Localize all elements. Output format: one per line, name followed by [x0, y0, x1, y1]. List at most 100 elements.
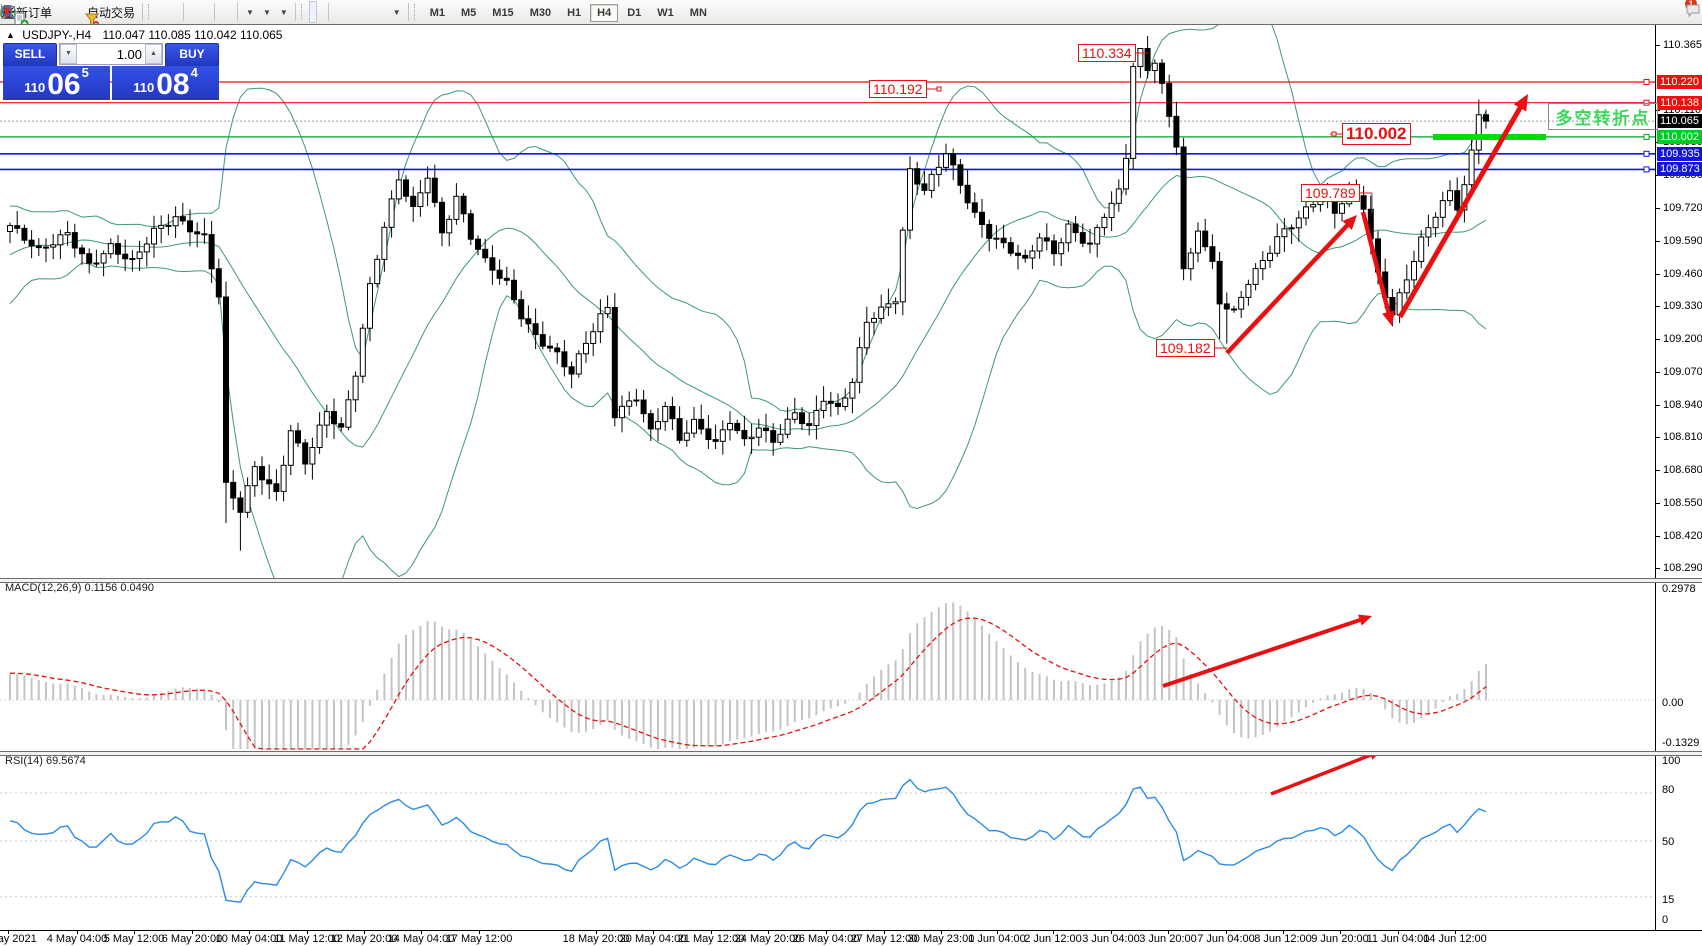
price-level-badge: 110.002: [1657, 129, 1702, 144]
timeframe-M15[interactable]: M15: [492, 7, 514, 19]
chart-title: ▲ USDJPY-,H4 110.047 110.085 110.042 110…: [6, 28, 282, 42]
timeframe-W1[interactable]: W1: [657, 7, 674, 19]
cursor-tool[interactable]: [4, 1, 317, 23]
x-axis-label: 3 May 2021: [0, 933, 37, 945]
community-icon[interactable]: [1, 1, 72, 23]
y-axis-label: 109.330: [1663, 300, 1702, 313]
x-axis-label: 11 May 12:00: [274, 933, 340, 945]
pane-separator[interactable]: [0, 751, 1702, 756]
x-axis-label: 11 Jun 04:00: [1366, 933, 1430, 945]
search-icon[interactable]: [1, 1, 1678, 23]
price-callout-label: 109.789: [1301, 184, 1360, 202]
y-axis-label: 108.680: [1663, 464, 1702, 477]
x-axis-label: 10 May 04:00: [215, 933, 283, 945]
volume-input[interactable]: [77, 44, 145, 64]
buy-price[interactable]: 110 08 4: [112, 66, 219, 100]
text-tool[interactable]: A: [4, 1, 380, 23]
toolbar-grip: [300, 4, 306, 20]
sell-price[interactable]: 110 06 5: [3, 66, 110, 100]
x-axis-tick: [77, 931, 78, 934]
timeframe-M5[interactable]: M5: [461, 7, 477, 19]
tile-windows-icon[interactable]: [2, 1, 211, 23]
bull-bear-turning-point-note: 多空转折点: [1548, 103, 1658, 130]
x-axis-label: 14 Jun 12:00: [1423, 933, 1487, 945]
sell-price-prefix: 110: [24, 80, 46, 95]
y-axis-tick: [1656, 208, 1660, 209]
chart-shift-icon[interactable]: [1, 1, 234, 23]
candlestick-chart-icon[interactable]: [2, 1, 172, 23]
one-click-trading-panel: SELL ▼ ▲ BUY 110 06 5 110 08 4: [3, 43, 219, 100]
y-axis-label: 109.460: [1663, 267, 1702, 280]
line-chart-icon[interactable]: [1, 1, 180, 23]
x-axis-label: 12 May 20:00: [330, 933, 398, 945]
x-axis-label: 8 Jun 12:00: [1254, 933, 1312, 945]
equidistant-channel-tool[interactable]: E: [0, 1, 364, 23]
timeframe-H1[interactable]: H1: [567, 7, 582, 19]
y-axis-label: 108.420: [1663, 529, 1702, 542]
x-axis-tick: [1455, 931, 1456, 934]
x-axis-tick: [1340, 931, 1341, 934]
trendline-tool[interactable]: [1, 1, 356, 23]
y-axis-tick: [1656, 240, 1660, 242]
indicators-add-button[interactable]: ▼: [1, 1, 258, 23]
sell-price-pip: 5: [81, 65, 89, 80]
buy-button[interactable]: BUY: [165, 43, 219, 67]
x-axis-tick: [997, 931, 998, 934]
sell-price-big: 06: [47, 68, 81, 101]
new-order-button[interactable]: 新订单: [9, 1, 56, 24]
price-level-badge: 110.220: [1657, 75, 1702, 89]
signals-icon[interactable]: [0, 1, 80, 23]
sell-button[interactable]: SELL: [3, 43, 57, 67]
vertical-line-tool[interactable]: [7, 1, 340, 23]
oscillator-axis-label: 50: [1662, 836, 1675, 848]
templates-button[interactable]: ▼: [1, 1, 292, 23]
x-axis-label: 20 May 04:00: [619, 933, 687, 945]
collapse-marker-icon[interactable]: ▲: [6, 30, 15, 40]
horizontal-line-tool[interactable]: [1, 1, 348, 23]
x-axis-tick: [596, 931, 597, 934]
volume-decrease-button[interactable]: ▼: [60, 44, 77, 64]
zoom-in-icon[interactable]: [1, 1, 195, 23]
auto-scroll-icon[interactable]: [1, 1, 226, 23]
metaeditor-icon[interactable]: [1, 1, 64, 23]
x-axis-label: 5 May 12:00: [103, 933, 165, 945]
y-axis-label: 109.200: [1663, 333, 1702, 346]
timeframe-D1[interactable]: D1: [627, 7, 642, 19]
bar-chart-icon[interactable]: [2, 1, 164, 23]
price-callout-label: 110.334: [1078, 44, 1136, 62]
fibonacci-tool[interactable]: F: [1, 1, 372, 23]
timeframe-MN[interactable]: MN: [689, 7, 707, 19]
autotrading-button[interactable]: 自动交易: [80, 1, 139, 24]
x-axis-tick: [826, 931, 827, 934]
arrows-tool[interactable]: ▼: [3, 1, 405, 23]
toolbar-grip: [413, 4, 419, 20]
time-axis[interactable]: 3 May 2021 4 May 04:005 May 12:006 May 20…: [0, 930, 1702, 946]
x-axis-tick: [768, 931, 769, 934]
text-label-tool[interactable]: T: [1, 1, 388, 23]
pane-separator[interactable]: [0, 578, 1702, 583]
x-axis-tick: [421, 931, 422, 934]
volume-increase-button[interactable]: ▲: [145, 44, 162, 64]
autotrading-label: 自动交易: [87, 5, 136, 20]
x-axis-tick: [134, 931, 135, 934]
timeframe-H4[interactable]: H4: [590, 4, 619, 22]
toolbar-separator: [142, 3, 144, 21]
y-axis-label: 108.550: [1663, 496, 1702, 509]
y-axis-label: 109.070: [1663, 365, 1702, 378]
zoom-out-icon[interactable]: [1, 1, 203, 23]
x-axis-label: 26 May 04:00: [792, 933, 860, 945]
x-axis-tick: [941, 931, 942, 934]
x-axis-tick: [479, 931, 480, 934]
notifications-chat-icon[interactable]: 1: [1684, 0, 1700, 23]
timeframe-M30[interactable]: M30: [529, 7, 552, 19]
price-callout-label: 109.182: [1156, 339, 1215, 357]
ohlc-values: 110.047 110.085 110.042 110.065: [102, 28, 283, 42]
buy-price-pip: 4: [190, 65, 198, 80]
periods-clock-button[interactable]: ▼: [1, 1, 275, 23]
toolbar-separator: [327, 3, 329, 21]
crosshair-tool[interactable]: [2, 1, 325, 23]
price-axis[interactable]: 110.365110.110109.980109.850109.720109.5…: [1655, 25, 1702, 930]
x-axis-tick: [1168, 931, 1169, 934]
x-axis-tick: [884, 931, 885, 934]
timeframe-M1[interactable]: M1: [429, 7, 445, 19]
